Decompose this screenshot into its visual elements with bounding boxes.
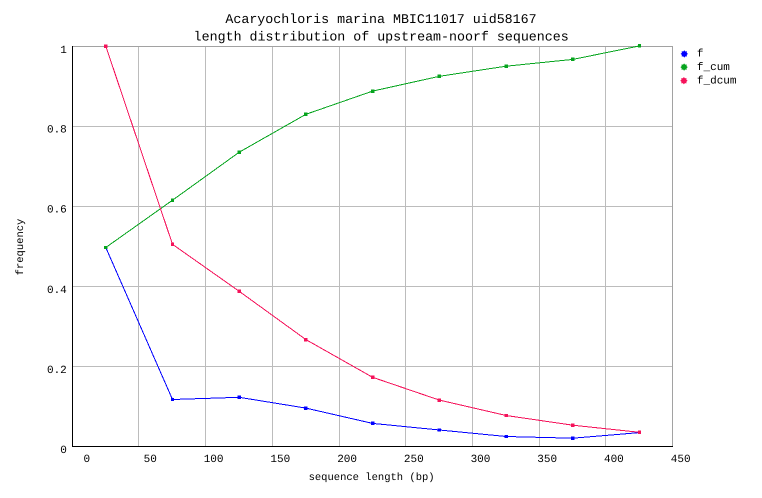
svg-text:350: 350: [537, 454, 557, 466]
svg-text:150: 150: [270, 454, 290, 466]
svg-text:100: 100: [204, 454, 224, 466]
svg-text:300: 300: [471, 454, 491, 466]
svg-text:frequency: frequency: [15, 219, 27, 276]
svg-text:1: 1: [60, 45, 67, 57]
svg-text:0: 0: [83, 454, 90, 466]
svg-text:450: 450: [671, 454, 691, 466]
svg-text:0.4: 0.4: [47, 285, 67, 297]
svg-text:200: 200: [337, 454, 357, 466]
svg-text:0.6: 0.6: [47, 205, 67, 217]
svg-text:length distribution of upstrea: length distribution of upstream-noorf se…: [194, 29, 569, 44]
svg-text:f_dcum: f_dcum: [697, 76, 737, 88]
svg-text:Acaryochloris marina MBIC11017: Acaryochloris marina MBIC11017 uid58167: [225, 12, 536, 27]
svg-text:f: f: [697, 49, 704, 61]
svg-text:50: 50: [144, 454, 157, 466]
svg-text:0.2: 0.2: [47, 365, 67, 377]
svg-text:250: 250: [404, 454, 424, 466]
svg-text:0.8: 0.8: [47, 125, 67, 137]
svg-text:sequence length (bp): sequence length (bp): [309, 472, 435, 484]
svg-text:400: 400: [604, 454, 624, 466]
svg-text:0: 0: [60, 445, 67, 457]
svg-text:f_cum: f_cum: [697, 62, 730, 74]
